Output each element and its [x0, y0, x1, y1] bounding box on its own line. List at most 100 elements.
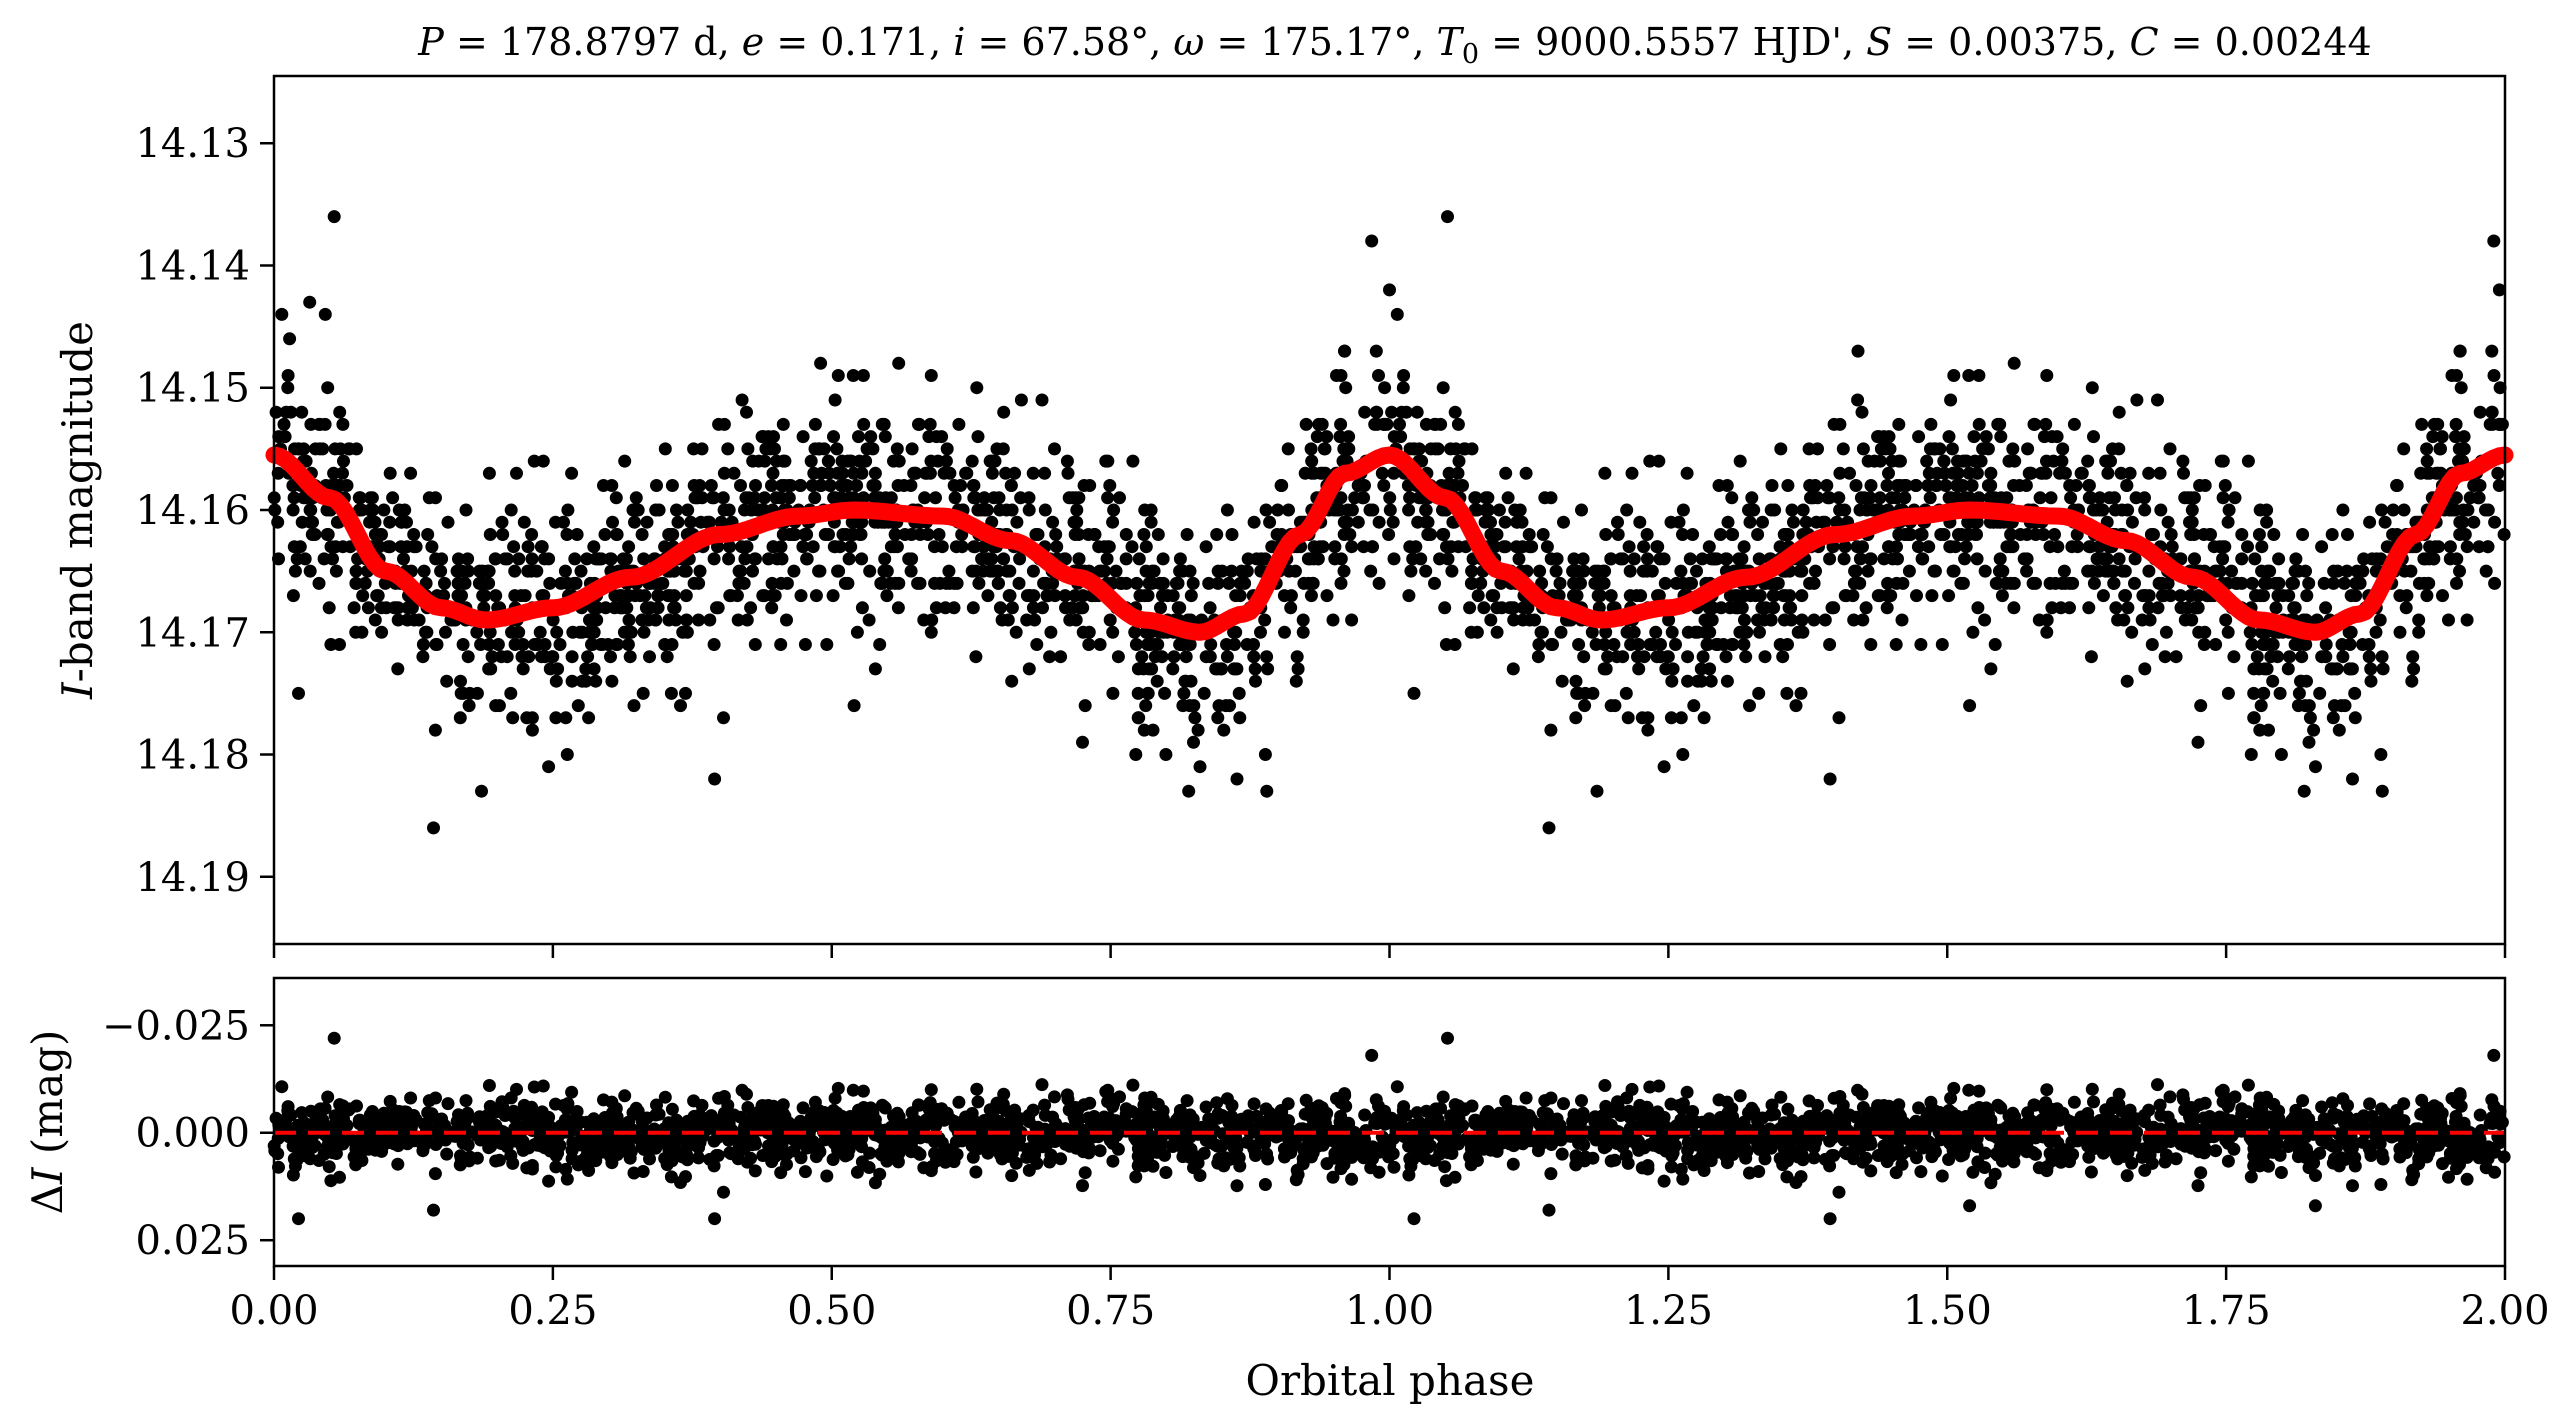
residual-point [2040, 1083, 2054, 1097]
data-point [1864, 552, 1878, 566]
data-point [534, 540, 548, 554]
data-point [1054, 650, 1068, 664]
data-point [2032, 613, 2046, 627]
data-point [363, 503, 377, 517]
residual-point [1820, 1109, 1834, 1123]
data-point [2415, 417, 2429, 431]
data-point [2082, 601, 2096, 615]
data-point [1935, 638, 1949, 651]
data-point [1856, 613, 1870, 627]
data-point [1058, 552, 1072, 566]
data-point [633, 589, 647, 603]
data-point [1452, 454, 1466, 468]
data-point [1258, 613, 1272, 627]
data-point [1241, 552, 1255, 566]
data-point [794, 479, 807, 492]
residual-point [1399, 1108, 1413, 1122]
data-point [1240, 638, 1254, 651]
data-point [2260, 503, 2274, 517]
data-point [717, 711, 730, 725]
data-point [2213, 564, 2227, 578]
data-point [2151, 601, 2165, 615]
residual-point [441, 1097, 455, 1111]
data-point [1893, 454, 1907, 468]
data-point [1282, 503, 1295, 517]
data-point [665, 479, 679, 492]
data-point [1345, 613, 1359, 627]
residual-point [2087, 1095, 2100, 1109]
residual-point [780, 1158, 793, 1171]
outlier-point [2492, 283, 2506, 297]
data-point [2473, 479, 2487, 492]
data-point [2491, 466, 2505, 480]
data-point [530, 564, 544, 578]
data-point [1540, 540, 1554, 554]
data-point [2074, 466, 2088, 480]
data-point [966, 601, 980, 615]
data-point [2291, 699, 2305, 713]
data-point [1217, 723, 1231, 737]
data-point [969, 650, 983, 664]
data-point [714, 515, 728, 529]
data-point [2362, 650, 2376, 664]
data-point [2106, 442, 2119, 456]
data-point [880, 564, 894, 578]
data-point [658, 540, 672, 554]
data-point [2271, 650, 2284, 664]
data-point [1270, 528, 1284, 541]
data-point [765, 589, 779, 603]
data-point [2154, 503, 2168, 517]
data-point [1738, 613, 1751, 627]
data-point [383, 540, 397, 554]
data-point [2460, 540, 2474, 554]
data-point [2449, 417, 2463, 431]
data-point [2274, 748, 2288, 761]
data-point [1923, 491, 1937, 505]
residual-point [863, 1146, 877, 1160]
data-point [1700, 638, 1714, 651]
data-point [2302, 735, 2316, 749]
data-point [1538, 491, 1552, 505]
data-point [1098, 564, 1112, 578]
data-point [2276, 589, 2290, 603]
data-point [2492, 479, 2506, 492]
data-point [1307, 466, 1321, 480]
data-point [737, 576, 751, 590]
data-point [1199, 650, 1213, 664]
data-point [1522, 528, 1536, 541]
data-point [1515, 515, 1529, 529]
data-point [2300, 589, 2314, 603]
data-point [684, 515, 698, 529]
data-point [1187, 735, 1200, 749]
data-point [1925, 589, 1939, 603]
residual-point [1387, 1160, 1401, 1174]
data-point [875, 417, 889, 431]
residual-point [2374, 1178, 2388, 1191]
data-point [1485, 589, 1499, 603]
data-point [1230, 772, 1244, 786]
data-point [1377, 479, 1391, 492]
outlier-point [2375, 784, 2389, 798]
data-point [2364, 674, 2378, 688]
residual-point [1436, 1090, 1450, 1104]
data-point [1859, 601, 1873, 615]
residual-point [1448, 1170, 1462, 1184]
data-point [2197, 638, 2211, 651]
data-point [1781, 479, 1795, 492]
data-point [2376, 662, 2390, 676]
data-point [782, 491, 796, 505]
residual-point [1856, 1101, 1870, 1114]
residual-point [1078, 1166, 1092, 1180]
data-point [1934, 528, 1948, 541]
data-point [985, 466, 999, 480]
residual-point [741, 1101, 755, 1114]
data-point [826, 589, 840, 603]
data-point [1942, 589, 1956, 603]
data-point [543, 576, 557, 590]
data-point [1113, 491, 1126, 505]
data-point [587, 625, 601, 639]
residual-point [828, 1091, 842, 1105]
residual-point [494, 1137, 508, 1150]
data-point [809, 589, 823, 603]
data-point [1203, 601, 1217, 615]
